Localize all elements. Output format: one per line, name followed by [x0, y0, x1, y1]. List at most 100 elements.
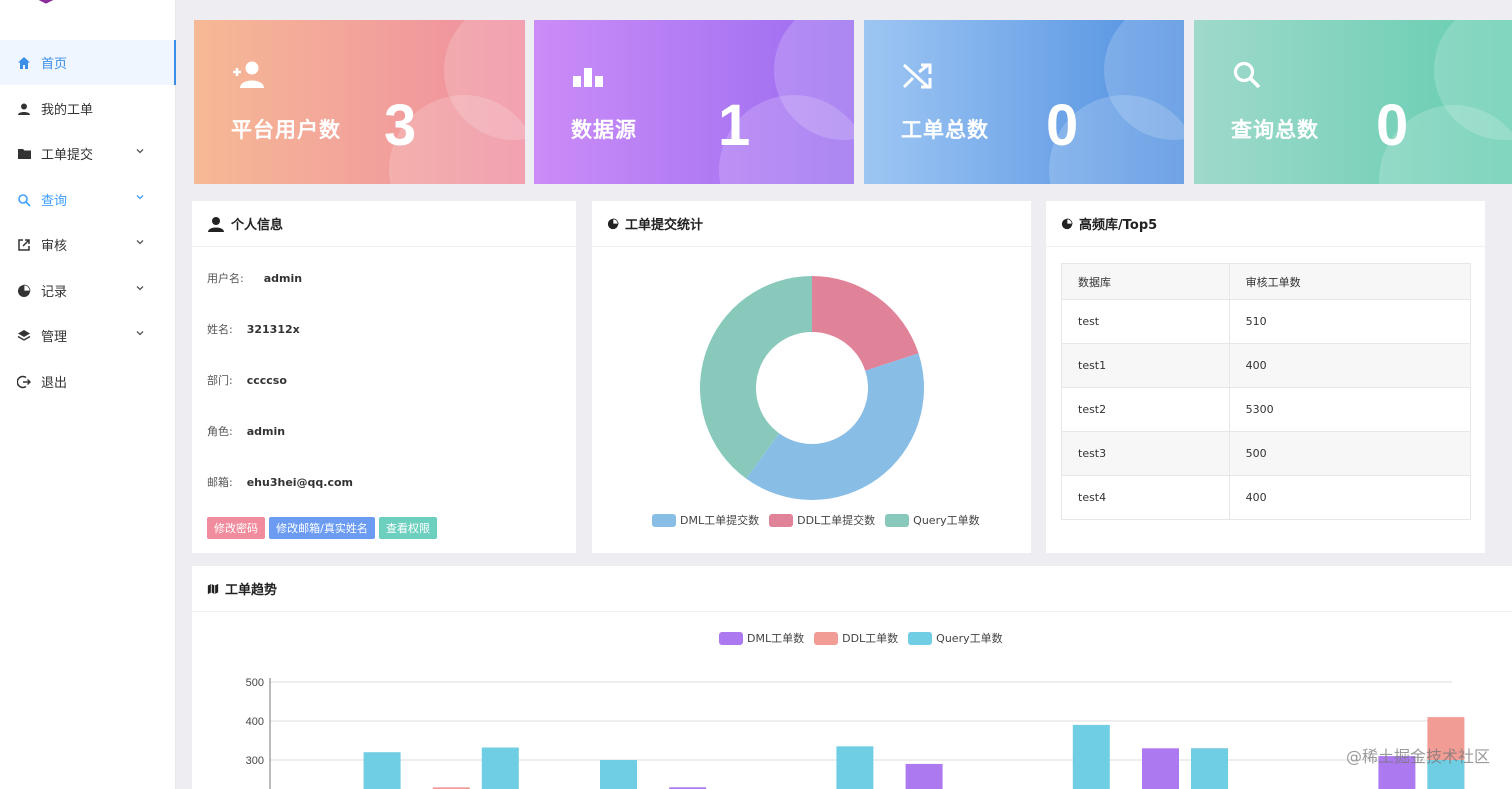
stat-card-datasources: 数据源 1	[534, 20, 854, 184]
card-label: 数据源	[571, 118, 637, 142]
sidebar: 首页 我的工单 工单提交 查询 审核 记录	[0, 0, 176, 789]
sidebar-item-records[interactable]: 记录	[0, 268, 176, 313]
y-tick-label: 500	[246, 677, 264, 689]
card-value: 1	[718, 93, 751, 158]
pie-chart-icon	[16, 283, 32, 299]
stat-card-users: 平台用户数 3	[194, 20, 525, 184]
sidebar-item-my-orders[interactable]: 我的工单	[0, 86, 176, 131]
sidebar-item-submit[interactable]: 工单提交	[0, 131, 176, 176]
pie-chart-icon	[1061, 218, 1073, 229]
search-icon	[1233, 61, 1261, 89]
donut-chart	[699, 276, 924, 501]
chevron-down-icon	[136, 240, 144, 245]
sidebar-item-label: 我的工单	[41, 103, 94, 118]
stat-card-orders: 工单总数 0	[864, 20, 1184, 184]
logout-icon	[16, 374, 32, 390]
sidebar-item-logout[interactable]: 退出	[0, 359, 176, 404]
external-link-icon	[16, 237, 32, 253]
sidebar-item-query[interactable]: 查询	[0, 177, 176, 222]
legend-label: DML工单数	[747, 632, 805, 645]
bar-query[interactable]	[1191, 748, 1228, 789]
card-label: 工单总数	[901, 118, 989, 142]
bar-dml[interactable]	[669, 787, 707, 789]
y-tick-label: 400	[246, 716, 264, 728]
sidebar-item-manage[interactable]: 管理	[0, 313, 176, 358]
bar-ddl[interactable]	[432, 787, 470, 789]
stat-card-queries: 查询总数 0	[1194, 20, 1512, 184]
sidebar-item-label: 退出	[41, 376, 68, 391]
chevron-down-icon	[136, 286, 144, 291]
bar-dml[interactable]	[1142, 748, 1179, 789]
logo-icon	[38, 0, 54, 4]
chevron-down-icon	[136, 149, 144, 154]
panel-title: 个人信息	[231, 218, 284, 233]
search-icon	[16, 192, 32, 208]
profile-field-username: 用户名: admin	[207, 272, 303, 285]
trend-legend: DML工单数 DDL工单数 Query工单数	[719, 630, 1003, 646]
table-row: test2 5300	[1061, 387, 1472, 432]
add-user-icon	[233, 61, 264, 88]
top5-table: 数据库 审核工单数 test 510 test1 400 test2 5300 tes…	[1061, 263, 1472, 520]
legend-label: Query工单数	[913, 514, 980, 527]
table-row: test4 400	[1061, 475, 1472, 520]
donut-slice[interactable]	[699, 276, 812, 479]
table-row: test1 400	[1061, 343, 1472, 388]
donut-legend: DML工单提交数 DDL工单提交数 Query工单数	[652, 512, 980, 528]
panel-title: 工单趋势	[225, 583, 278, 598]
card-label: 查询总数	[1231, 118, 1319, 142]
bar-query[interactable]	[481, 747, 519, 789]
sidebar-item-label: 首页	[41, 57, 68, 72]
panel-title: 工单提交统计	[625, 218, 704, 233]
profile-field-role: 角色: admin	[207, 425, 286, 438]
chevron-down-icon	[136, 195, 144, 200]
user-icon	[208, 216, 224, 232]
y-tick-label: 300	[246, 755, 264, 767]
bar-query[interactable]	[836, 746, 874, 789]
layers-icon	[16, 328, 32, 344]
bar-query[interactable]	[1427, 760, 1465, 789]
sidebar-item-label: 管理	[41, 330, 68, 345]
edit-email-name-button[interactable]: 修改邮箱/真实姓名	[269, 517, 375, 539]
sidebar-item-label: 记录	[41, 285, 68, 300]
table-row: test3 500	[1061, 431, 1472, 476]
bar-query[interactable]	[1072, 724, 1110, 789]
card-value: 0	[1376, 93, 1409, 158]
bar-dml[interactable]	[905, 763, 943, 789]
chevron-down-icon	[136, 331, 144, 336]
profile-field-name: 姓名: 321312x	[207, 323, 300, 336]
change-password-button[interactable]: 修改密码	[207, 517, 265, 539]
legend-label: DDL工单数	[842, 632, 899, 645]
donut-slice[interactable]	[746, 353, 924, 501]
watermark: @稀土掘金技术社区	[1345, 747, 1490, 766]
table-row: test 510	[1061, 299, 1472, 344]
card-value: 3	[384, 93, 417, 158]
sidebar-item-label: 查询	[41, 194, 68, 209]
sidebar-item-label: 工单提交	[41, 148, 94, 163]
card-label: 平台用户数	[231, 118, 341, 142]
profile-panel: 个人信息	[192, 201, 576, 553]
sidebar-item-label: 审核	[41, 239, 68, 254]
view-permissions-button[interactable]: 查看权限	[379, 517, 437, 539]
table-header-row: 数据库 审核工单数	[1061, 263, 1472, 300]
panel-title: 高频库/Top5	[1079, 218, 1158, 233]
bar-query[interactable]	[363, 752, 401, 789]
profile-field-department: 部门: ccccso	[207, 374, 287, 387]
user-icon	[16, 101, 32, 117]
sidebar-item-audit[interactable]: 审核	[0, 222, 176, 267]
bar-chart-icon	[573, 68, 603, 87]
column-header: 审核工单数	[1228, 263, 1472, 300]
home-icon	[16, 55, 32, 71]
bar-dml[interactable]	[1378, 756, 1416, 789]
sidebar-item-home[interactable]: 首页	[0, 40, 176, 85]
map-icon	[207, 583, 219, 594]
folder-icon	[16, 146, 32, 162]
bar-query[interactable]	[600, 760, 637, 789]
column-header: 数据库	[1061, 263, 1230, 300]
profile-field-email: 邮箱: ehu3hei@qq.com	[207, 476, 354, 489]
legend-label: DDL工单提交数	[797, 514, 876, 527]
shuffle-icon	[902, 63, 932, 89]
pie-chart-icon	[607, 218, 619, 229]
legend-label: Query工单数	[936, 632, 1003, 645]
legend-label: DML工单提交数	[680, 514, 760, 527]
donut-slice[interactable]	[812, 276, 919, 371]
